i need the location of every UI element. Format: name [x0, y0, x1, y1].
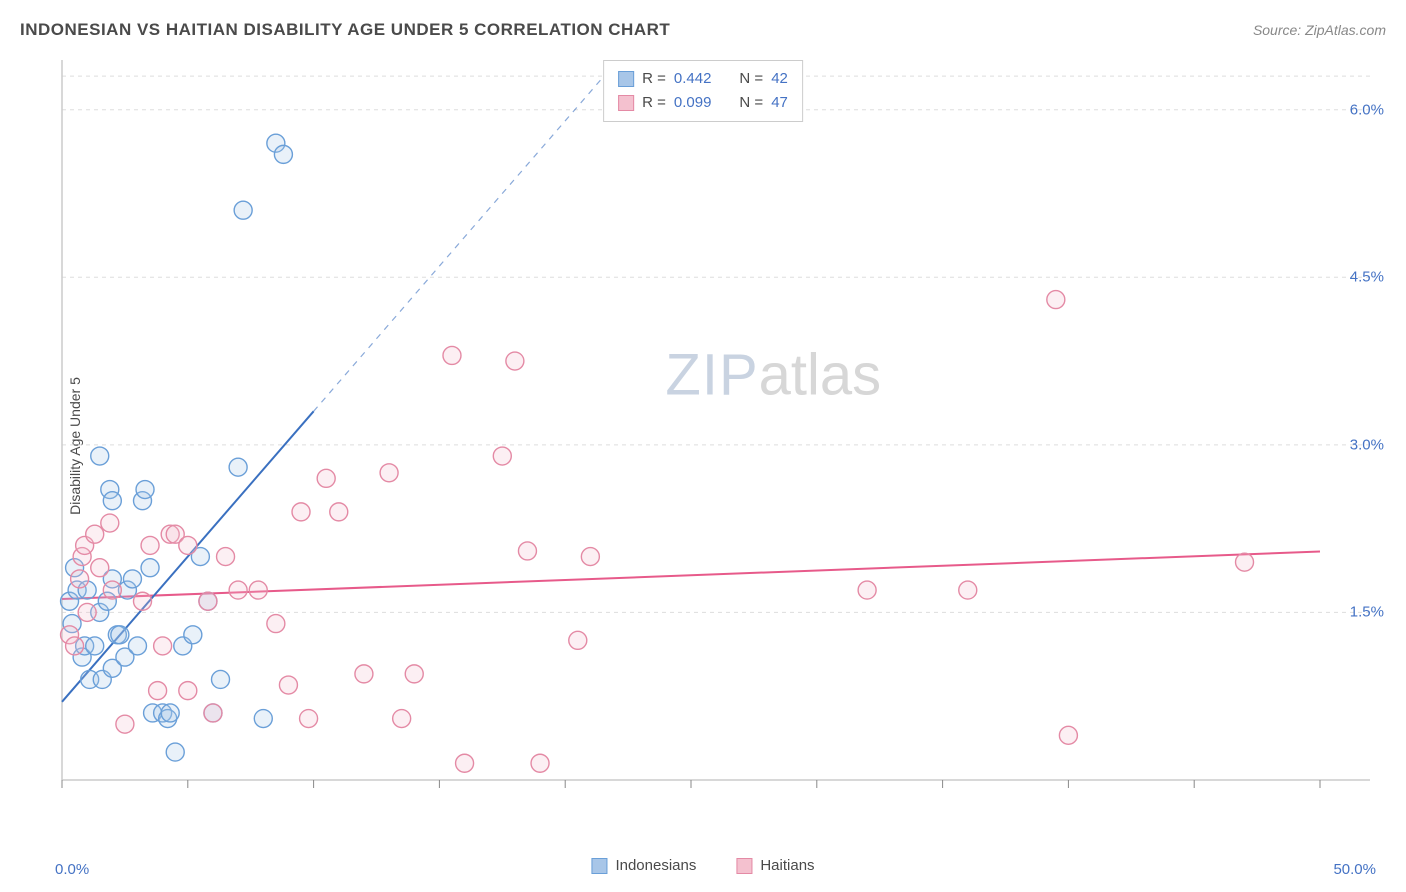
- legend-stats-box: R = 0.442 N = 42 R = 0.099 N = 47: [603, 60, 803, 122]
- legend-label-2: Haitians: [760, 857, 814, 874]
- x-axis-label-max: 50.0%: [1333, 861, 1376, 878]
- n-value-1: 42: [771, 67, 788, 91]
- swatch-series-2-b: [736, 858, 752, 874]
- swatch-series-2: [618, 95, 634, 111]
- chart-container: INDONESIAN VS HAITIAN DISABILITY AGE UND…: [0, 0, 1406, 892]
- y-tick-label: 1.5%: [1350, 604, 1384, 621]
- chart-title: INDONESIAN VS HAITIAN DISABILITY AGE UND…: [20, 20, 670, 40]
- n-label: N =: [739, 67, 763, 91]
- y-tick-label: 6.0%: [1350, 101, 1384, 118]
- legend-stats-row-2: R = 0.099 N = 47: [618, 91, 788, 115]
- r-label: R =: [642, 91, 666, 115]
- legend-label-1: Indonesians: [615, 857, 696, 874]
- r-value-2: 0.099: [674, 91, 712, 115]
- legend-item-2: Haitians: [736, 857, 814, 874]
- legend-stats-row-1: R = 0.442 N = 42: [618, 67, 788, 91]
- bottom-legend: Indonesians Haitians: [591, 857, 814, 874]
- r-label: R =: [642, 67, 666, 91]
- source-label: Source: ZipAtlas.com: [1253, 22, 1386, 38]
- swatch-series-1: [618, 71, 634, 87]
- n-label: N =: [739, 91, 763, 115]
- legend-item-1: Indonesians: [591, 857, 696, 874]
- chart-svg: [50, 55, 1380, 825]
- r-value-1: 0.442: [674, 67, 712, 91]
- y-tick-label: 4.5%: [1350, 269, 1384, 286]
- y-tick-label: 3.0%: [1350, 436, 1384, 453]
- swatch-series-1-b: [591, 858, 607, 874]
- plot-area: [50, 55, 1380, 825]
- x-axis-label-min: 0.0%: [55, 861, 89, 878]
- n-value-2: 47: [771, 91, 788, 115]
- header: INDONESIAN VS HAITIAN DISABILITY AGE UND…: [20, 20, 1386, 40]
